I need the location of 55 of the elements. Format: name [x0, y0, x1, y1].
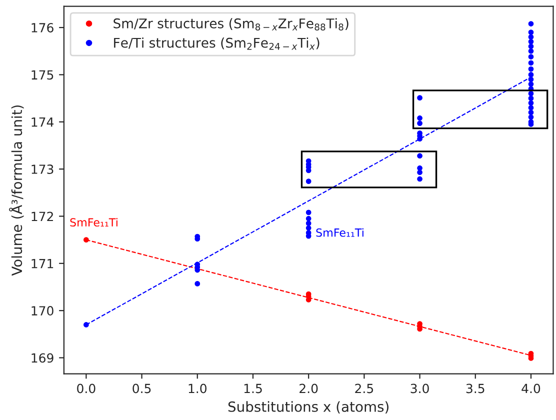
x-tick-label: 2.5: [355, 384, 374, 394]
point: [528, 38, 534, 44]
x-tick-label: 0.5: [132, 384, 151, 394]
point: [528, 66, 534, 72]
point: [528, 44, 534, 50]
point: [528, 21, 534, 26]
x-tick-label: 1.5: [244, 384, 262, 394]
x-tick-label: 3.5: [466, 384, 484, 394]
point: [528, 72, 534, 78]
point: [306, 178, 312, 184]
y-tick-label: 176: [32, 23, 54, 32]
point: [528, 100, 534, 106]
point: [528, 114, 534, 120]
point: [83, 237, 89, 243]
point: [528, 60, 534, 66]
point: [417, 165, 422, 171]
point: [528, 48, 534, 54]
point: [417, 170, 422, 176]
point: [417, 153, 422, 159]
point: [528, 110, 534, 116]
point: [528, 96, 534, 101]
x-tick-label: 1.0: [188, 384, 206, 394]
point: [306, 216, 312, 222]
point: [528, 76, 534, 82]
point: [417, 176, 422, 182]
y-tick-label: 172: [32, 212, 53, 221]
y-tick-label: 173: [32, 164, 54, 174]
point: [306, 220, 312, 226]
x-tick-label: 0.0: [77, 384, 96, 394]
point: [417, 95, 422, 101]
legend-label: Fe/Ti structures (Sm$_{2}$Fe$_{24−x}$Ti$_{x}$): [114, 38, 320, 50]
x-tick-label: 3.0: [410, 384, 429, 394]
y-tick-label: 175: [32, 70, 54, 80]
point: [528, 30, 534, 35]
x-tick-label: 4.0: [522, 384, 540, 394]
point: [417, 120, 422, 126]
point: [306, 225, 312, 231]
x-axis-title: Substitutions x (atoms): [228, 401, 388, 414]
point: [528, 105, 534, 110]
y-axis-title: Volume (Å³/formula unit): [9, 105, 24, 276]
point: [83, 322, 89, 328]
point: [417, 115, 422, 121]
text: Sm/Zr structures (Sm$_{8−x}$Zr$_{x}$Fe$_{88}$Ti$_{8}$): [114, 18, 348, 30]
y-tick-label: 174: [32, 118, 54, 127]
point: [528, 81, 534, 87]
annotation: SmFe₁₁Ti: [316, 228, 364, 237]
y-tick-label: 170: [32, 306, 54, 316]
point: [306, 210, 312, 216]
annotation: SmFe₁₁Ti: [70, 218, 118, 227]
y-tick-label: 169: [32, 353, 54, 363]
point: [528, 54, 534, 60]
y-tick-label: 171: [32, 259, 54, 268]
point: [528, 34, 534, 40]
point: [194, 281, 200, 286]
x-tick-label: 2.0: [300, 384, 318, 394]
